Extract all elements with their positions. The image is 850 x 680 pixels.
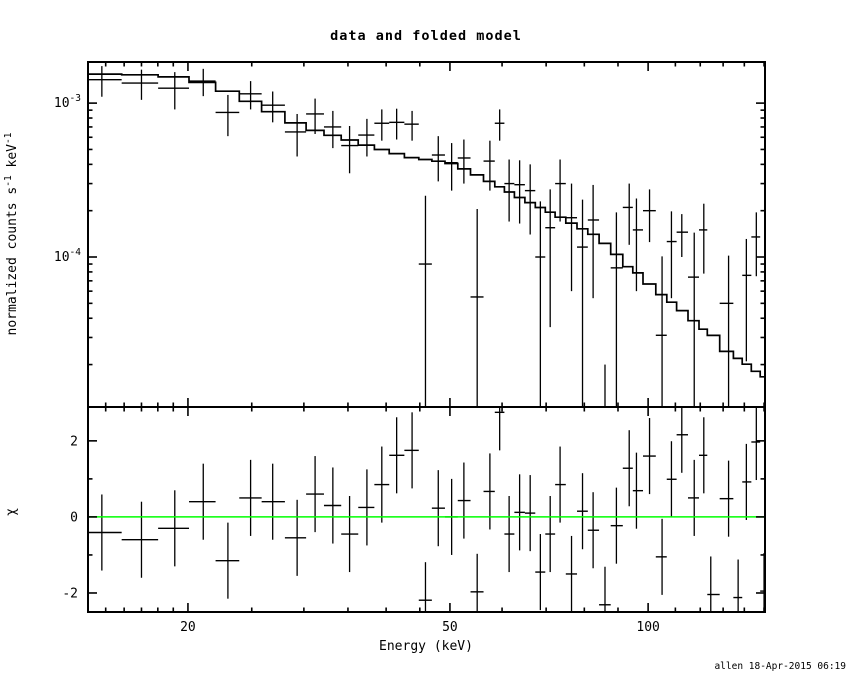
x-tick-label: 100 [636,620,659,635]
chart-title: data and folded model [330,28,522,44]
spectrum-data-layer [88,66,761,407]
tick-marks-layer [88,62,765,612]
tick-labels-layer: 20 50 100 10-3 10-4 -2 0 2 [54,93,660,635]
x-axis-label: Energy (keV) [379,639,473,654]
y-tick-label-chi: 0 [70,510,78,525]
y-tick-label-chi: -2 [62,586,78,601]
bottom-panel-frame [87,406,766,613]
y-tick-label-chi: 2 [70,434,78,449]
y-axis-label-counts: normalized counts s-1 keV-1 [3,132,20,335]
x-tick-label: 50 [442,620,458,635]
axes-frame-layer [87,61,766,613]
residuals-data-layer [88,407,765,612]
y-tick-label-counts: 10-4 [54,247,81,265]
y-axis-label-chi: χ [4,508,19,516]
y-tick-label-counts: 10-3 [54,93,81,111]
footer-credit: allen 18-Apr-2015 06:19 [714,661,846,672]
x-tick-label: 20 [180,620,196,635]
